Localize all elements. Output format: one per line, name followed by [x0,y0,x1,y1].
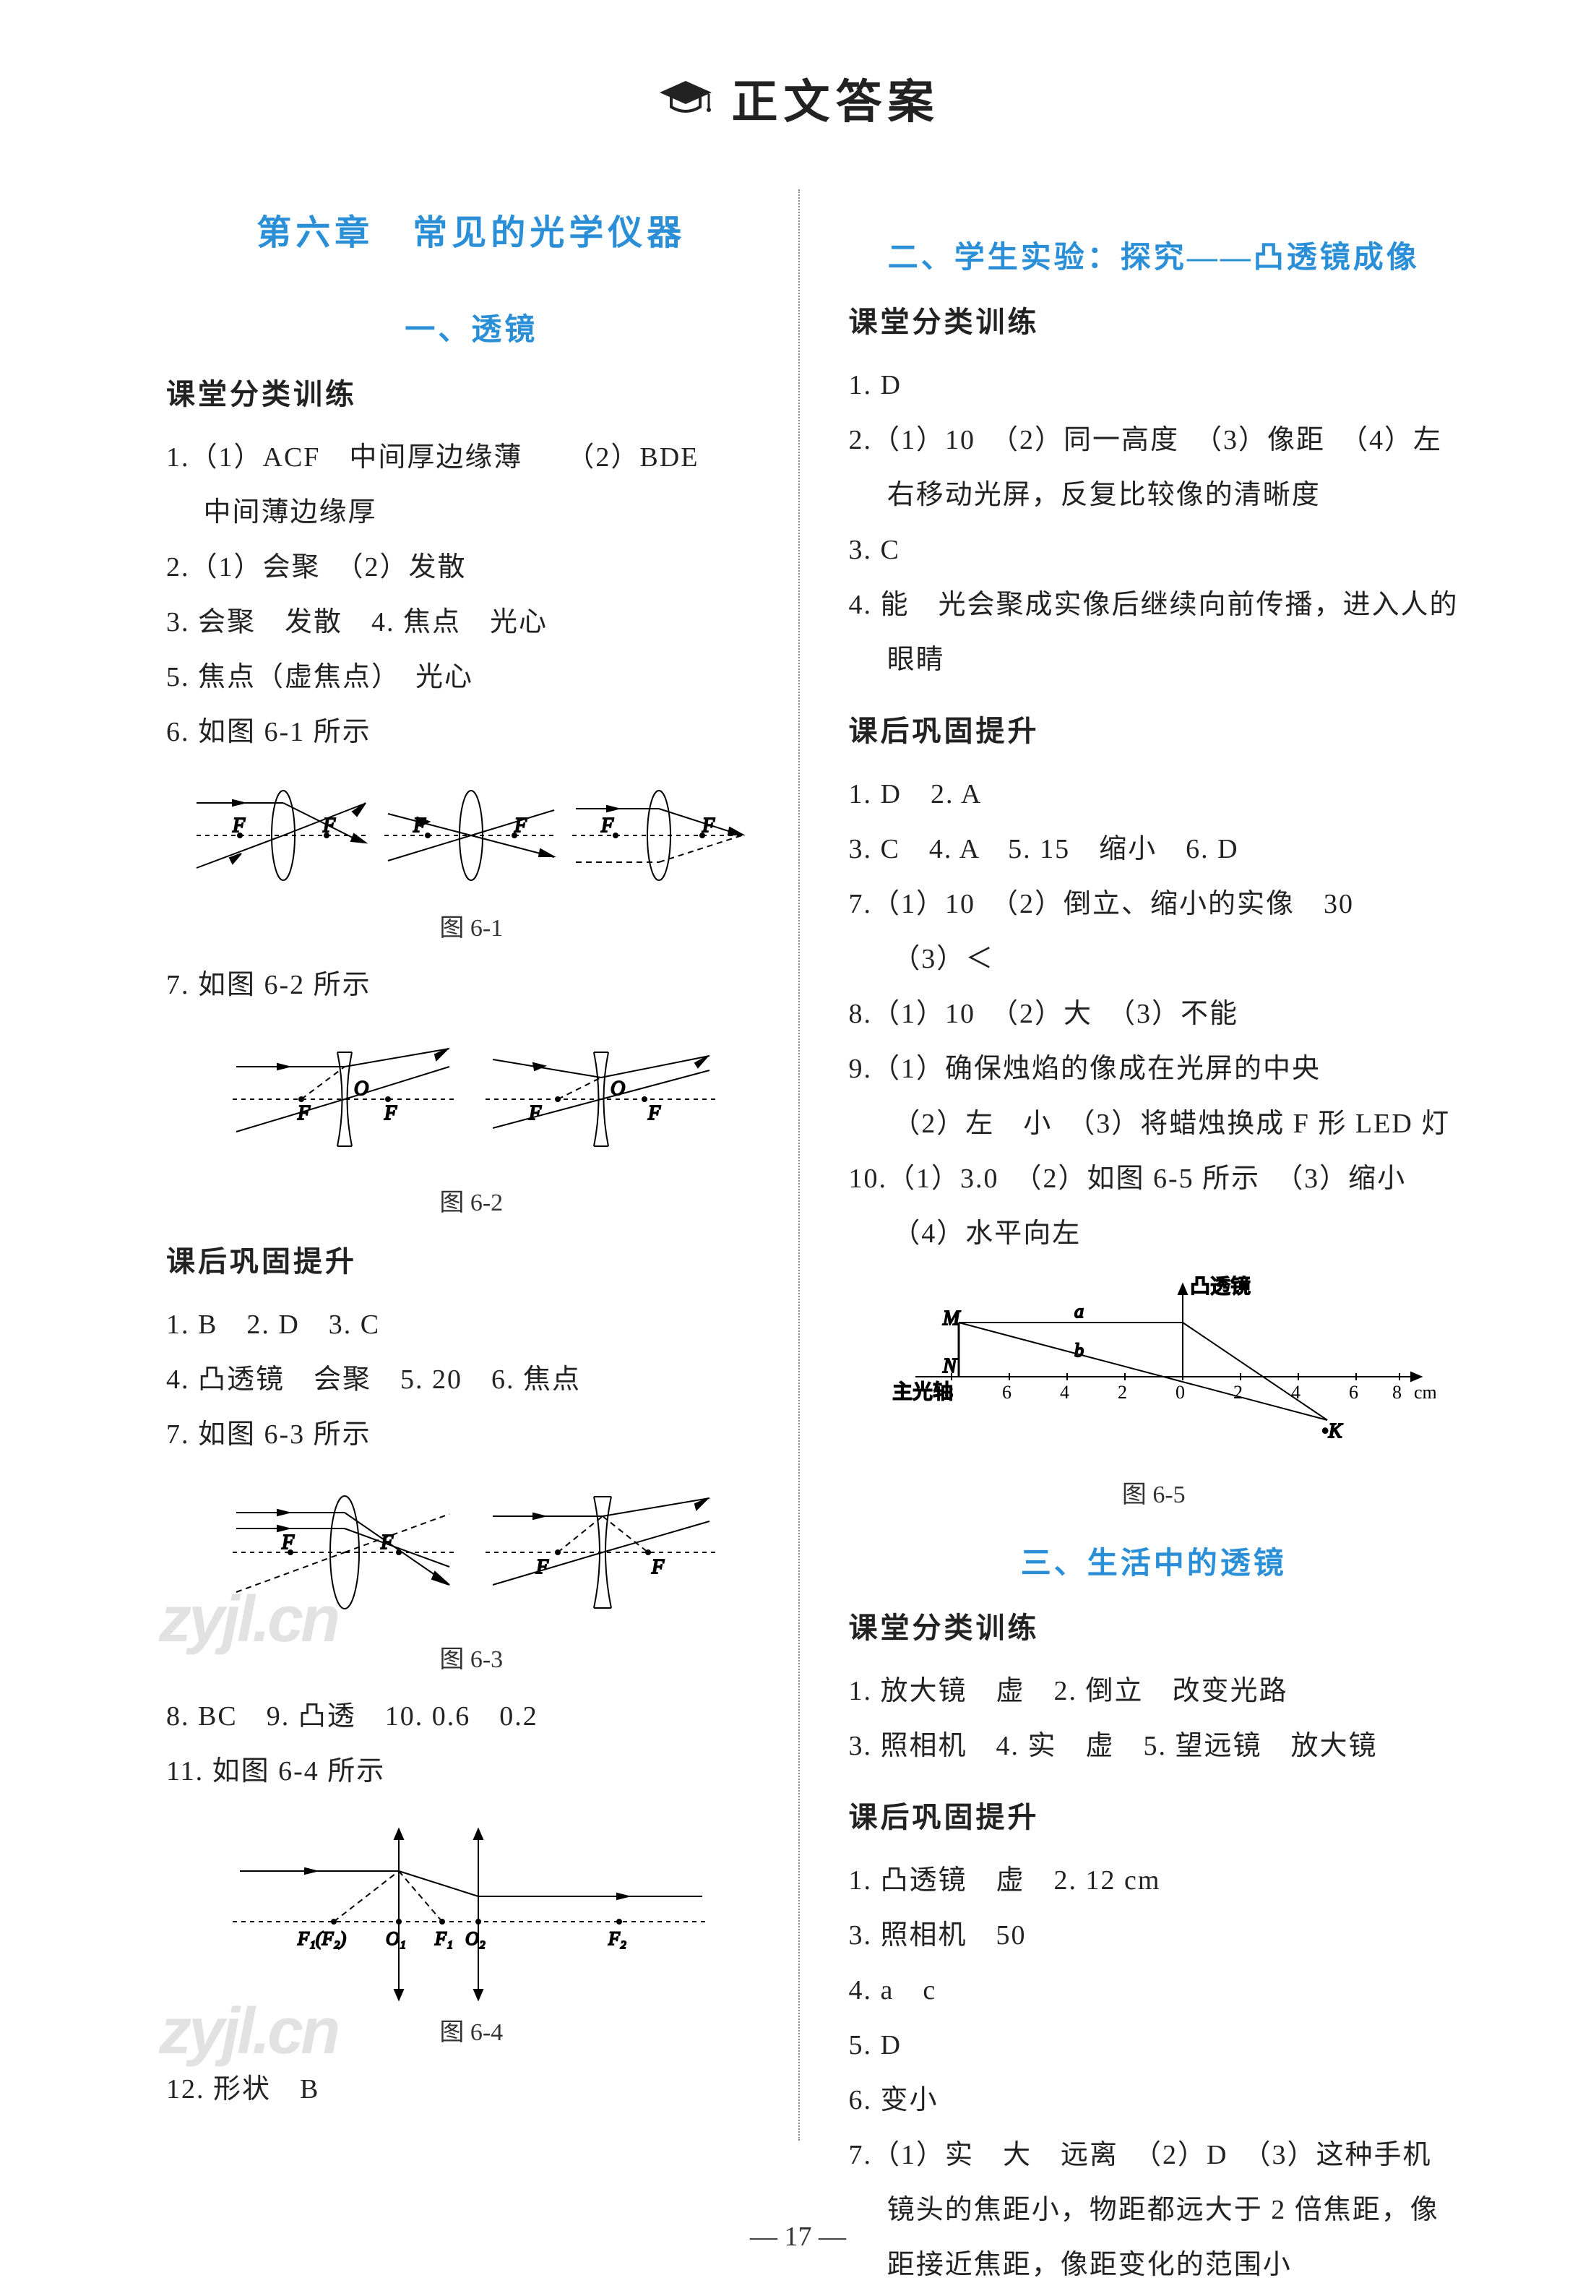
svg-text:2: 2 [1233,1382,1243,1403]
svg-text:cm: cm [1414,1382,1436,1403]
ans-line: 1. 凸透镜 虚 2. 12 cm [849,1853,1459,1908]
left-column: 第六章 常见的光学仪器 一、透镜 课堂分类训练 1.（1）ACF 中间厚边缘薄 … [144,204,813,2292]
ans-line: 8.（1）10 （2）大 （3）不能 [849,986,1459,1041]
svg-text:•K: •K [1321,1420,1343,1442]
ans-line: 11. 如图 6-4 所示 [166,1744,777,1799]
subheading-homework-2: 课后巩固提升 [849,708,1459,749]
figure-6-2-caption: 图 6-2 [166,1182,777,1218]
page-number: — 17 — [0,2221,1596,2253]
ans-line: 3. C 4. A 5. 15 缩小 6. D [849,822,1459,877]
ans-line: （4）水平向左 [849,1206,1459,1261]
figure-6-3-caption: 图 6-3 [166,1639,777,1674]
ans-line: 1.（1）ACF 中间厚边缘薄 （2）BDE [166,430,777,485]
figure-6-5-caption: 图 6-5 [849,1474,1459,1510]
right-column: 二、学生实验：探究——凸透镜成像 课堂分类训练 1. D 2.（1）10 （2）… [813,204,1481,2292]
svg-text:F₁(F₂): F₁(F₂) [297,1928,346,1949]
svg-text:0: 0 [1176,1382,1185,1403]
subheading-classroom-2: 课堂分类训练 [849,298,1459,340]
ans-line: 1. D 2. A [849,767,1459,822]
svg-text:O: O [354,1078,368,1100]
subheading-homework-3: 课后巩固提升 [849,1794,1459,1836]
section-title-2: 二、学生实验：探究——凸透镜成像 [849,233,1459,277]
svg-text:F: F [647,1102,661,1125]
ans-line: 9.（1）确保烛焰的像成在光屏的中央 [849,1041,1459,1096]
svg-text:F: F [281,1531,295,1554]
subheading-classroom-3: 课堂分类训练 [849,1604,1459,1646]
figure-6-1-caption: 图 6-1 [166,908,777,943]
content-area: 第六章 常见的光学仪器 一、透镜 课堂分类训练 1.（1）ACF 中间厚边缘薄 … [0,175,1596,2292]
ans-line: 中间薄边缘厚 [166,485,777,540]
ans-line: 3. 照相机 4. 实 虚 5. 望远镜 放大镜 [849,1719,1459,1773]
ans-line: 5. 焦点（虚焦点） 光心 [166,650,777,705]
section-title-3: 三、生活中的透镜 [849,1539,1459,1583]
ans-line: 8. BC 9. 凸透 10. 0.6 0.2 [166,1689,777,1744]
svg-text:O₂: O₂ [465,1928,486,1949]
ans-line: 7.（1）10 （2）倒立、缩小的实像 30 [849,877,1459,932]
figure-6-5: 凸透镜 8642 0 2468 cm M N a [849,1276,1459,1467]
ans-line: 4. 凸透镜 会聚 5. 20 6. 焦点 [166,1352,777,1407]
ans-line: （3）＜ [849,932,1459,986]
subheading-classroom: 课堂分类训练 [166,371,777,413]
svg-text:2: 2 [1118,1382,1127,1403]
svg-text:F: F [528,1102,542,1125]
page-header: 正文答案 [0,0,1596,175]
ans-line: 4. 能 光会聚成实像后继续向前传播，进入人的眼睛 [849,577,1459,687]
figure-6-4-caption: 图 6-4 [166,2012,777,2047]
ans-line: 4. a c [849,1963,1459,2018]
svg-text:F: F [535,1556,549,1578]
ans-line: 7. 如图 6-2 所示 [166,958,777,1012]
ans-line: 3. 会聚 发散 4. 焦点 光心 [166,595,777,650]
ans-line: 6. 变小 [849,2073,1459,2128]
svg-text:F₂: F₂ [608,1928,626,1949]
svg-text:6: 6 [1002,1382,1011,1403]
ans-line: （2）左 小 （3）将蜡烛换成 F 形 LED 灯 [849,1096,1459,1151]
ans-line: 7.（1）实 大 远离 （2）D （3）这种手机镜头的焦距小，物距都远大于 2 … [849,2128,1459,2292]
svg-text:O₁: O₁ [386,1928,406,1949]
ans-line: 5. D [849,2018,1459,2073]
ans-line: 3. 照相机 50 [849,1908,1459,1963]
section-title-1: 一、透镜 [166,305,777,349]
svg-text:F₁: F₁ [434,1928,453,1949]
ans-line: 6. 如图 6-1 所示 [166,705,777,760]
ans-line: 3. C [849,523,1459,577]
page-title: 正文答案 [732,65,940,132]
figure-6-1: F F F F [166,774,777,900]
column-divider [798,189,800,2141]
ans-line: 7. 如图 6-3 所示 [166,1407,777,1462]
svg-text:F: F [600,814,614,837]
figure-6-4: F₁(F₂) O₁ F₁ O₂ F₂ [166,1813,777,2005]
ans-line: 1. 放大镜 虚 2. 倒立 改变光路 [849,1664,1459,1719]
svg-text:M: M [942,1307,961,1330]
svg-text:F: F [651,1556,665,1578]
chapter-title: 第六章 常见的光学仪器 [166,204,777,254]
ans-line: 2.（1）10 （2）同一高度 （3）像距 （4）左右移动光屏，反复比较像的清晰… [849,413,1459,523]
ans-line: 1. B 2. D 3. C [166,1297,777,1352]
svg-text:8: 8 [1392,1382,1402,1403]
ans-line: 10.（1）3.0 （2）如图 6-5 所示 （3）缩小 [849,1151,1459,1206]
figure-6-3: F F F F [166,1476,777,1632]
subheading-homework: 课后巩固提升 [166,1238,777,1280]
ans-line: 1. D [849,358,1459,413]
svg-text:F: F [384,1102,397,1125]
graduation-cap-icon [657,75,715,122]
svg-text:主光轴: 主光轴 [892,1380,953,1403]
svg-text:4: 4 [1060,1382,1069,1403]
svg-text:6: 6 [1349,1382,1358,1403]
svg-text:N: N [942,1355,957,1377]
ans-line: 12. 形状 B [166,2062,777,2117]
svg-text:凸透镜: 凸透镜 [1190,1276,1251,1298]
svg-text:a: a [1074,1301,1084,1322]
svg-text:b: b [1074,1340,1084,1361]
figure-6-2: O F F O F F [166,1027,777,1175]
ans-line: 2.（1）会聚 （2）发散 [166,540,777,595]
